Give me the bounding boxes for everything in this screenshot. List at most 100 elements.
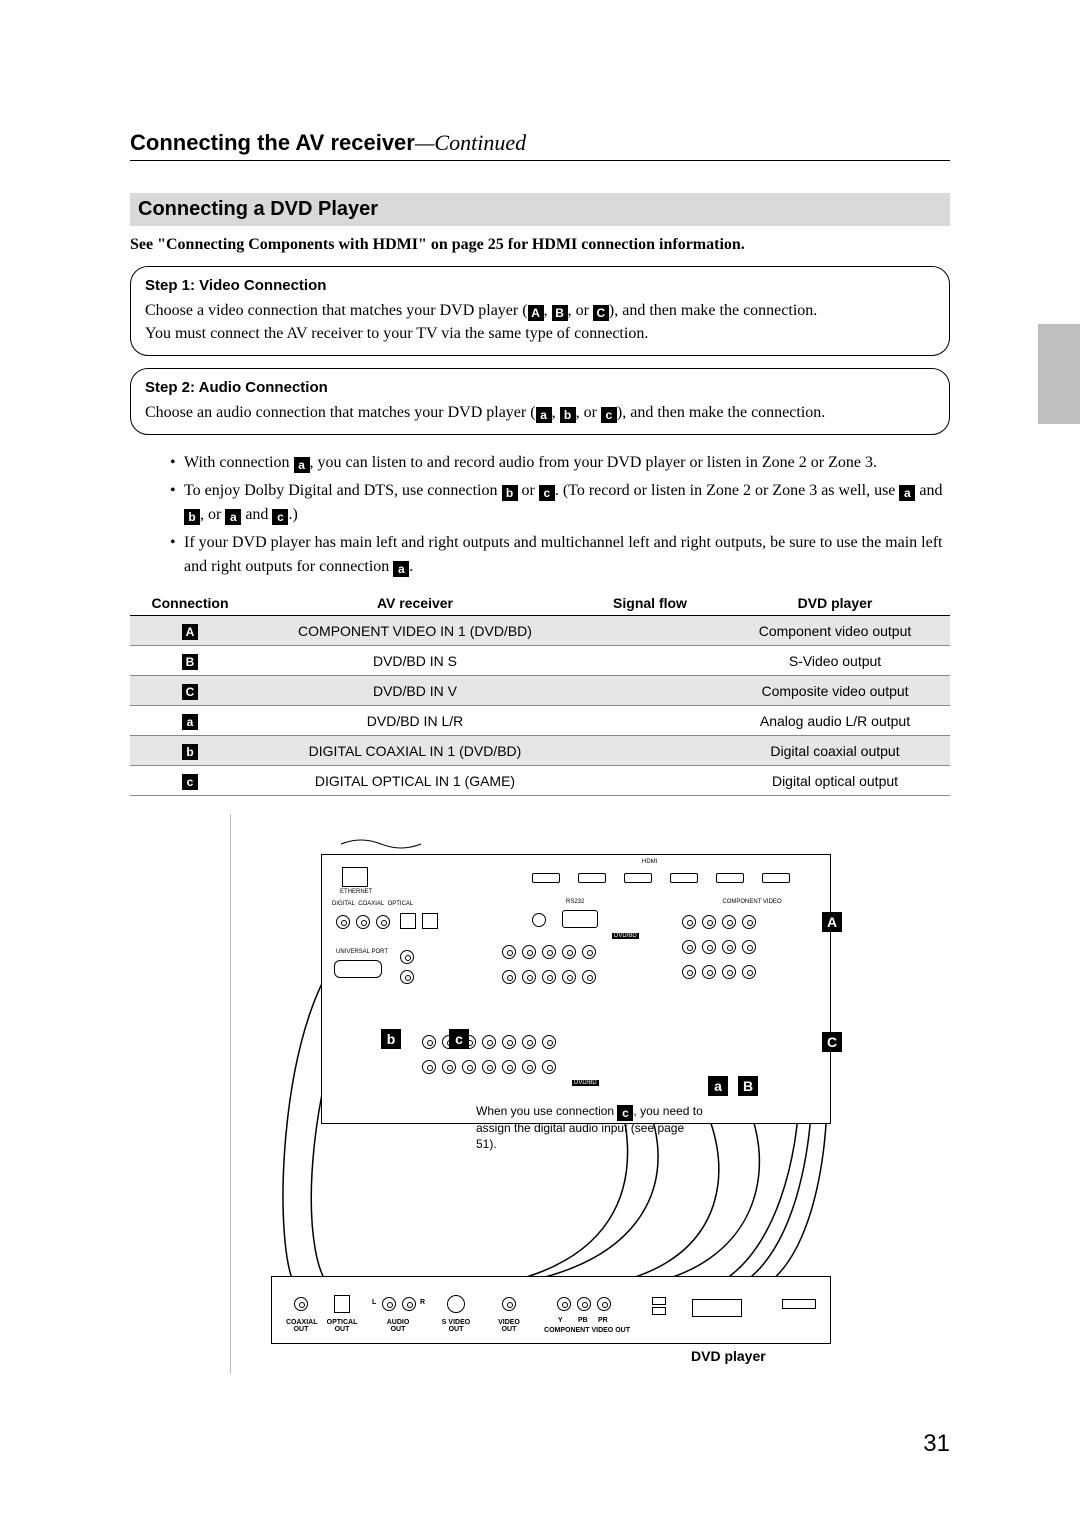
row-dvd: Digital coaxial output — [720, 736, 950, 766]
step1-line2: You must connect the AV receiver to your… — [145, 322, 935, 345]
dvd-player-label: DVD player — [691, 1348, 766, 1364]
row-receiver: DVD/BD IN V — [250, 676, 580, 706]
hdmi-row — [532, 873, 790, 883]
step2-line1: Choose an audio connection that matches … — [145, 401, 935, 424]
bullet-text: , or — [200, 506, 225, 523]
row-dvd: Digital optical output — [720, 766, 950, 796]
section-heading: Connecting a DVD Player — [130, 193, 950, 226]
comp-jack — [682, 915, 696, 929]
step1-title: Step 1: Video Connection — [145, 275, 935, 297]
video-s-row — [502, 970, 596, 984]
diagram-tag-A: A — [822, 912, 842, 932]
sep: , — [544, 302, 552, 319]
th-receiver: AV receiver — [250, 591, 580, 616]
dvd-misc — [692, 1299, 742, 1317]
v-jack — [582, 945, 596, 959]
hdmi-port — [716, 873, 744, 883]
table-row: BDVD/BD IN SS-Video output — [130, 646, 950, 676]
dvd-audio-r — [402, 1297, 416, 1311]
row-signal — [580, 766, 720, 796]
diagram-tag-b: b — [381, 1029, 401, 1049]
label-dvdbd: DVD/BD — [612, 933, 639, 939]
tag-c: c — [272, 509, 288, 525]
label-L: L — [372, 1299, 376, 1306]
hdmi-reference: See "Connecting Components with HDMI" on… — [130, 236, 950, 254]
v-jack — [502, 945, 516, 959]
label-audio-out: AUDIO OUT — [380, 1319, 416, 1333]
note-text: When you use connection — [476, 1104, 617, 1118]
tag-b: b — [560, 407, 576, 423]
row-dvd: Component video output — [720, 616, 950, 646]
row-dvd: Composite video output — [720, 676, 950, 706]
dvd-pb-jack — [577, 1297, 591, 1311]
label-component: COMPONENT VIDEO — [692, 899, 812, 905]
comp-jack — [742, 940, 756, 954]
component-row3 — [682, 965, 756, 979]
hdmi-port — [578, 873, 606, 883]
comp-jack — [682, 965, 696, 979]
table-header-row: Connection AV receiver Signal flow DVD p… — [130, 591, 950, 616]
page-title-row: Connecting the AV receiver—Continued — [130, 130, 950, 156]
table-row: ACOMPONENT VIDEO IN 1 (DVD/BD)Component … — [130, 616, 950, 646]
s-jack — [582, 970, 596, 984]
row-signal — [580, 706, 720, 736]
bullet-text: With connection — [184, 454, 294, 471]
label-hdmi: HDMI — [642, 859, 657, 865]
label-sv-out: S VIDEO OUT — [436, 1319, 476, 1333]
row-tag: C — [182, 684, 198, 700]
connection-table: Connection AV receiver Signal flow DVD p… — [130, 591, 950, 796]
label-video-out: VIDEO OUT — [492, 1319, 526, 1333]
comp-jack — [722, 965, 736, 979]
tag-a: a — [536, 407, 552, 423]
label-dvdbd2: DVD/BD — [572, 1080, 599, 1086]
coax-jack — [376, 915, 390, 929]
optical-jack — [400, 913, 416, 929]
label-coax-out: COAXIAL OUT — [286, 1319, 316, 1333]
dvd-svideo-jack — [447, 1295, 465, 1313]
step1-text: Choose a video connection that matches y… — [145, 302, 528, 319]
hdmi-port — [670, 873, 698, 883]
step2-title: Step 2: Audio Connection — [145, 377, 935, 399]
label-PB: PB — [578, 1317, 588, 1324]
dvd-pr-jack — [597, 1297, 611, 1311]
bullet-list: With connection a, you can listen to and… — [170, 451, 950, 579]
audio-r-row — [422, 1060, 556, 1074]
title-rule — [130, 160, 950, 161]
diagram-tag-a: a — [708, 1076, 728, 1096]
dvd-y-jack — [557, 1297, 571, 1311]
hdmi-port — [532, 873, 560, 883]
dvd-back-panel: COAXIAL OUT OPTICAL OUT L R AUDIO OUT S … — [271, 1276, 831, 1344]
comp-jack — [702, 915, 716, 929]
s-jack — [542, 970, 556, 984]
sep: , or — [576, 404, 601, 421]
bullet-text: If your DVD player has main left and rig… — [184, 534, 942, 575]
digital-row — [336, 915, 390, 929]
comp-jack — [722, 940, 736, 954]
step1-box: Step 1: Video Connection Choose a video … — [130, 266, 950, 356]
th-dvd: DVD player — [720, 591, 950, 616]
table-row: cDIGITAL OPTICAL IN 1 (GAME)Digital opti… — [130, 766, 950, 796]
dvd-coax-jack — [294, 1297, 308, 1311]
tag-B: B — [552, 305, 568, 321]
universal-port — [334, 960, 382, 978]
component-row2 — [682, 940, 756, 954]
comp-jack — [702, 940, 716, 954]
bullet-3: If your DVD player has main left and rig… — [170, 531, 950, 579]
hdmi-port — [762, 873, 790, 883]
bullet-text: . (To record or listen in Zone 2 or Zone… — [555, 482, 900, 499]
comp-jack — [682, 940, 696, 954]
tag-c: c — [601, 407, 617, 423]
coax-jack — [356, 915, 370, 929]
ir-jack — [400, 950, 414, 964]
dvd-audio-l — [382, 1297, 396, 1311]
bullet-2: To enjoy Dolby Digital and DTS, use conn… — [170, 479, 950, 527]
diagram-note: When you use connection c, you need to a… — [476, 1104, 706, 1152]
coax-jack — [336, 915, 350, 929]
wiring-diagram: HDMI ETHERNET DIGITAL COAXIAL OPTICAL RS… — [230, 814, 850, 1374]
table-row: C DVD/BD IN V Composite video output — [130, 676, 950, 706]
row-receiver: DVD/BD IN S — [250, 646, 580, 676]
row-tag: a — [182, 714, 198, 730]
bullet-text: . — [409, 558, 413, 575]
optical-jack — [422, 913, 438, 929]
component-row — [682, 915, 756, 929]
